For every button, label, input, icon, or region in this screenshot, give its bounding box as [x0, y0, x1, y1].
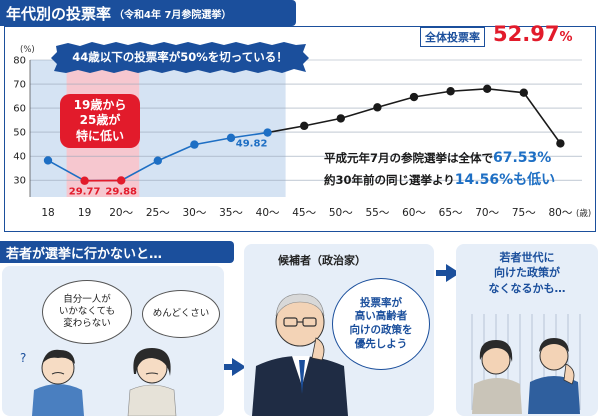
data-point-19 — [80, 176, 89, 185]
young-people-illustration: ? — [20, 348, 177, 416]
data-point-65〜 — [446, 87, 455, 96]
data-point-18 — [43, 156, 53, 165]
note-line-1-value: 67.53% — [493, 150, 552, 166]
x-tick-60〜: 60〜 — [402, 207, 426, 219]
young-man-figure: ? — [20, 349, 84, 416]
youth-bubble-1: 自分一人が いかなくても 変わらない — [42, 280, 132, 344]
data-point-55〜 — [373, 103, 382, 112]
data-point-35〜 — [226, 133, 236, 143]
overall-label: 全体投票率 — [420, 27, 485, 47]
data-label-40〜: 49.82 — [236, 139, 268, 150]
x-tick-20〜: 20〜 — [109, 207, 133, 219]
youth-bubble-2-line-1: めんどくさい — [152, 308, 210, 320]
note-line-1: 平成元年7月の参院選挙は全体で67.53% — [324, 148, 555, 170]
x-tick-40〜: 40〜 — [256, 207, 280, 219]
comparison-note: 平成元年7月の参院選挙は全体で67.53% 約30年前の同じ選挙より14.56%… — [324, 148, 555, 191]
data-point-30〜 — [190, 140, 199, 149]
data-point-60〜 — [409, 92, 419, 102]
data-point-40〜 — [263, 128, 272, 137]
note-line-1-text: 平成元年7月の参院選挙は全体で — [324, 151, 493, 165]
low-callout: 19歳から 25歳が 特に低い — [60, 94, 140, 148]
y-tick-40: 40 — [13, 152, 26, 163]
x-tick-55〜: 55〜 — [365, 207, 389, 219]
candidate-bubble-line-4: 優先しよう — [354, 337, 408, 350]
data-label-20〜: 29.88 — [105, 186, 137, 197]
youth-bubble-1-line-2: いかなくても — [58, 306, 116, 318]
result-line-1: 若者世代に — [499, 251, 555, 264]
y-tick-70: 70 — [13, 80, 26, 91]
result-panel: 若者世代に 向けた政策が なくなるかも… — [456, 244, 598, 416]
candidate-panel: 候補者（政治家） 投票率が 高い高齢者 向けの政策を 優先しよう — [244, 244, 434, 416]
young-woman-figure — [127, 348, 177, 416]
chart-frame — [4, 26, 596, 232]
data-point-80〜 — [556, 139, 565, 148]
data-label-19: 29.77 — [69, 187, 101, 198]
x-tick-25〜: 25〜 — [146, 207, 170, 219]
candidate-label: 候補者（政治家） — [278, 254, 366, 267]
x-tick-65〜: 65〜 — [439, 207, 463, 219]
x-tick-80〜: 80〜 — [548, 207, 572, 219]
y-axis-unit: (%) — [20, 45, 35, 55]
page-title: 年代別の投票率 — [6, 4, 112, 23]
banner-shape — [51, 42, 309, 73]
overall-value: 52.97 — [493, 22, 560, 46]
banner-text: 44歳以下の投票率が50%を切っている！ — [72, 50, 288, 64]
callout-line-1: 19歳から — [73, 97, 127, 112]
x-tick-18: 18 — [41, 207, 54, 219]
y-tick-30: 30 — [13, 176, 26, 187]
x-tick-35〜: 35〜 — [219, 207, 243, 219]
candidate-bubble: 投票率が 高い高齢者 向けの政策を 優先しよう — [332, 278, 430, 370]
youth-bubble-1-line-3: 変わらない — [63, 317, 111, 329]
result-text: 若者世代に 向けた政策が なくなるかも… — [456, 250, 598, 296]
overall-turnout: 全体投票率 52.97 % — [420, 22, 572, 47]
data-point-25〜 — [153, 156, 162, 165]
x-tick-19: 19 — [78, 207, 91, 219]
data-point-70〜 — [483, 84, 492, 94]
overall-unit: % — [559, 30, 573, 45]
candidate-bubble-line-2: 高い高齢者 — [354, 310, 408, 323]
x-tick-45〜: 45〜 — [292, 207, 316, 219]
data-point-45〜 — [300, 121, 309, 131]
x-tick-50〜: 50〜 — [329, 207, 353, 219]
result-line-3: なくなるかも… — [488, 281, 566, 295]
data-point-50〜 — [336, 114, 345, 123]
worried-youth-illustration — [471, 314, 581, 414]
youth-bubble-1-line-1: 自分一人が — [63, 294, 111, 306]
note-line-2-text: 約30年前の同じ選挙より — [324, 172, 455, 187]
title-bar: 年代別の投票率 （令和4年 7月参院選挙） — [0, 0, 296, 26]
candidate-bubble-line-3: 向けの政策を — [349, 324, 413, 336]
svg-text:?: ? — [20, 351, 26, 365]
x-tick-75〜: 75〜 — [512, 207, 536, 219]
x-tick-70〜: 70〜 — [475, 207, 499, 219]
y-tick-50: 50 — [13, 128, 26, 139]
x-tick-30〜: 30〜 — [182, 207, 206, 219]
note-line-2-value: 14.56%も低い — [454, 171, 556, 188]
section2-title: 若者が選挙に行かないと… — [0, 241, 234, 263]
callout-line-3: 特に低い — [75, 128, 124, 143]
result-line-2: 向けた政策が — [494, 266, 560, 280]
data-point-75〜 — [519, 88, 528, 97]
youth-bubble-2: めんどくさい — [142, 290, 220, 338]
page-subtitle: （令和4年 7月参院選挙） — [114, 9, 232, 21]
note-line-2: 約30年前の同じ選挙より14.56%も低い — [324, 170, 555, 192]
politician-illustration — [252, 293, 348, 416]
y-tick-80: 80 — [13, 56, 26, 67]
data-point-20〜 — [117, 176, 126, 185]
arrow-to-candidate — [224, 358, 246, 376]
x-axis-unit: (歳) — [576, 208, 591, 219]
callout-line-2: 25歳が — [79, 113, 121, 128]
y-tick-60: 60 — [13, 104, 26, 115]
candidate-bubble-line-1: 投票率が — [360, 296, 402, 309]
youth-panel: 自分一人が いかなくても 変わらない めんどくさい ? — [2, 266, 224, 416]
